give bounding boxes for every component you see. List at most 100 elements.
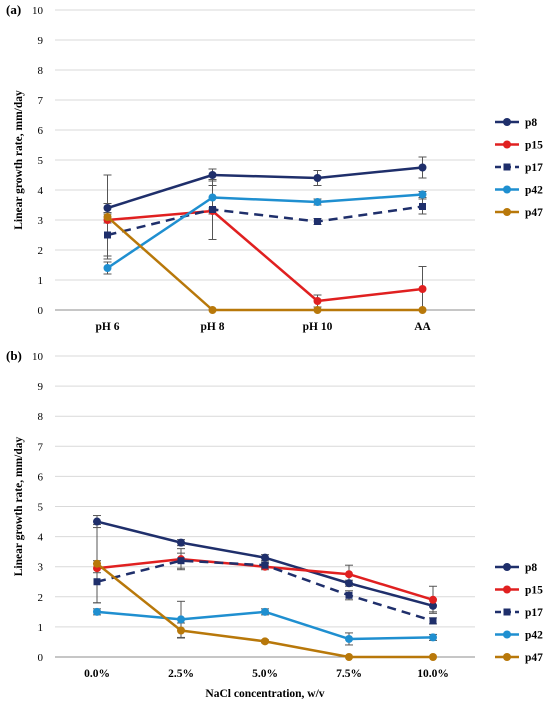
y-tick-label: 3: [38, 215, 44, 227]
series-line-p8: [107, 166, 423, 210]
y-tick-label: 1: [38, 275, 44, 287]
series-line-p42: [106, 193, 423, 270]
legend-marker-p15: [503, 585, 511, 594]
y-axis-title: Linear growth rate, mm/day: [13, 90, 25, 230]
legend-marker-p15: [503, 140, 511, 149]
data-point-p15: [345, 570, 353, 579]
data-point-p17: [209, 206, 216, 213]
data-point-p15: [418, 285, 427, 293]
data-point-p42: [261, 607, 269, 616]
panel-label: (a): [6, 2, 21, 17]
data-point-p42: [103, 264, 112, 272]
x-tick-label: AA: [414, 321, 431, 333]
data-point-p17: [177, 557, 185, 565]
legend-marker-p8: [503, 563, 511, 571]
data-point-p47: [345, 653, 353, 661]
y-tick-label: 6: [38, 471, 44, 483]
data-point-p8: [429, 601, 437, 610]
legend-label-p47: p47: [525, 207, 543, 219]
x-tick-label: pH 6: [96, 321, 120, 333]
data-point-p42: [313, 198, 322, 206]
data-point-p47: [93, 559, 101, 568]
data-point-p15: [429, 595, 437, 604]
data-point-p15: [313, 297, 322, 305]
y-axis-title: Linear growth rate, mm/day: [13, 437, 25, 577]
legend-label-p47: p47: [525, 652, 543, 664]
data-point-p42: [429, 633, 437, 642]
data-point-p17: [93, 578, 101, 586]
y-tick-label: 5: [38, 155, 44, 167]
y-tick-label: 10: [32, 351, 44, 363]
x-tick-label: pH 10: [303, 321, 333, 333]
x-tick-label: 0.0%: [84, 668, 110, 680]
y-tick-label: 0: [38, 305, 44, 317]
data-point-p17: [429, 617, 437, 625]
y-tick-label: 6: [38, 125, 44, 137]
legend-label-p15: p15: [525, 140, 543, 152]
y-tick-label: 7: [38, 95, 44, 107]
chart-panel-a: (a) 0 1 2 3 4 5 6 7 8 9 10 pH 6 pH 8 pH 10 AA Linear gro…: [6, 2, 543, 333]
data-point-p17: [104, 231, 111, 239]
legend-label-p42: p42: [525, 630, 543, 642]
y-tick-label: 0: [38, 652, 44, 664]
x-tick-label: 2.5%: [168, 668, 194, 680]
data-point-p47: [103, 213, 112, 221]
series-line-p15: [107, 209, 423, 303]
data-point-p42: [345, 634, 353, 643]
y-tick-label: 9: [38, 381, 44, 393]
data-point-p8: [208, 171, 217, 179]
data-point-p47: [177, 626, 185, 635]
x-tick-label: pH 8: [201, 321, 225, 333]
data-point-p42: [93, 607, 101, 616]
data-point-p47: [313, 306, 322, 314]
series-line-p47: [106, 216, 423, 312]
y-tick-label: 7: [38, 441, 44, 453]
legend-marker-p8: [503, 118, 511, 126]
data-point-p42: [418, 190, 427, 199]
y-tick-label: 2: [38, 245, 44, 257]
data-point-p8: [103, 204, 112, 212]
legend-label-p8: p8: [525, 117, 537, 129]
y-tick-label: 1: [38, 622, 44, 634]
x-tick-label: 10.0%: [417, 668, 449, 680]
panel-label: (b): [6, 348, 22, 363]
x-tick-label: 5.0%: [252, 668, 278, 680]
series-line-p17: [107, 205, 423, 237]
legend-marker-p42: [503, 185, 511, 194]
legend-marker-p47: [503, 653, 511, 661]
x-axis-title: NaCl concentration, w/v: [205, 688, 324, 700]
data-point-p8: [261, 553, 269, 562]
y-tick-label: 8: [38, 411, 44, 423]
x-tick-label: 7.5%: [336, 668, 362, 680]
legend-label-p15: p15: [525, 585, 543, 597]
y-tick-label: 9: [38, 35, 44, 47]
legend-label-p17: p17: [525, 607, 543, 619]
legend-marker-p42: [503, 630, 511, 639]
chart-panel-b: (b) 0 1 2 3 4 5 6 7 8 9 10 0.0% 2.5% 5.0% 7.5% 10.0% Line…: [6, 348, 543, 700]
y-tick-label: 4: [38, 185, 44, 197]
y-tick-label: 2: [38, 592, 44, 604]
legend-marker-p17: [503, 163, 511, 171]
series-line-p42: [96, 610, 434, 641]
data-point-p47: [261, 637, 269, 646]
data-point-p8: [345, 579, 353, 588]
data-point-p17: [261, 561, 269, 569]
y-tick-label: 10: [32, 5, 44, 17]
legend-label-p8: p8: [525, 562, 537, 574]
data-point-p8: [313, 174, 322, 182]
data-point-p47: [208, 306, 217, 314]
y-tick-label: 5: [38, 502, 44, 514]
data-point-p8: [418, 163, 427, 172]
data-point-p47: [418, 306, 427, 314]
y-tick-label: 3: [38, 562, 44, 574]
data-point-p42: [208, 193, 217, 202]
data-point-p17: [314, 218, 321, 225]
legend-label-p42: p42: [525, 185, 543, 197]
y-tick-label: 4: [38, 532, 44, 544]
legend-marker-p17: [503, 608, 511, 616]
legend-marker-p47: [503, 208, 511, 216]
data-point-p17: [345, 591, 353, 599]
data-point-p8: [177, 538, 185, 547]
data-point-p42: [177, 615, 185, 624]
